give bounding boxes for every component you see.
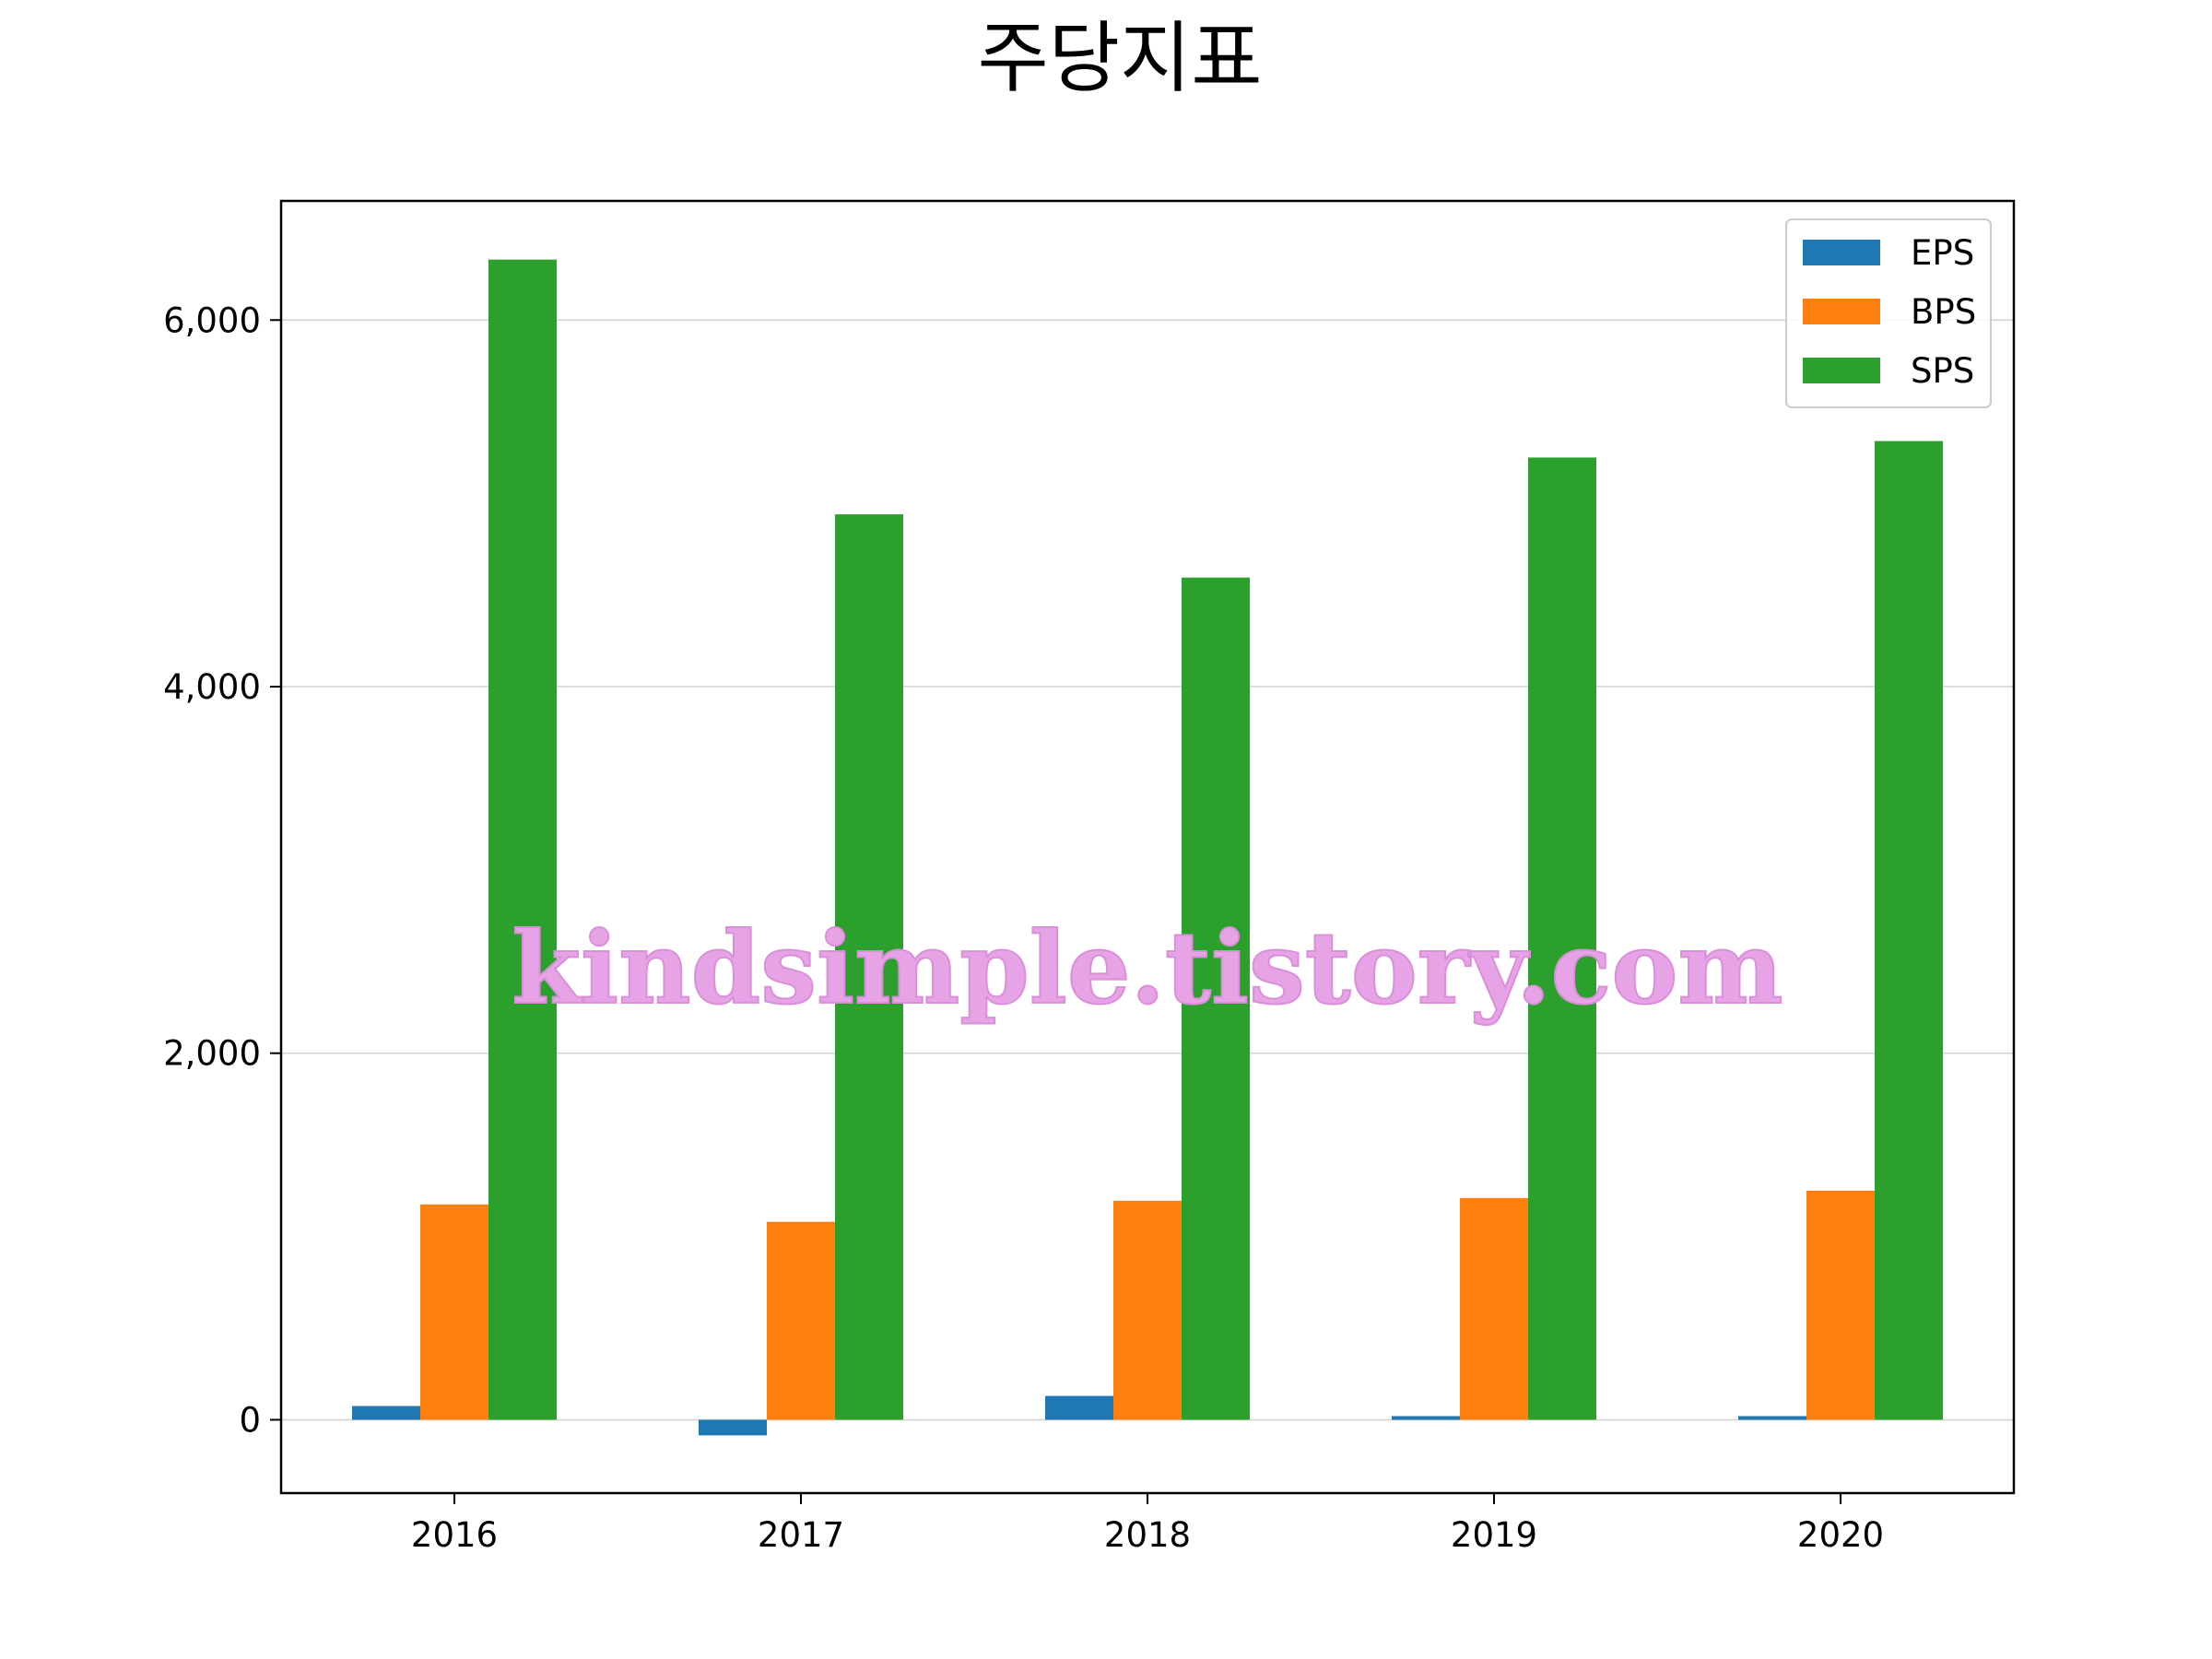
y-tick-label: 4,000 bbox=[163, 667, 261, 707]
y-tick-label: 0 bbox=[239, 1400, 261, 1440]
x-tick-label: 2016 bbox=[411, 1515, 498, 1555]
bar-bps-2020 bbox=[1806, 1190, 1875, 1420]
bar-bps-2019 bbox=[1460, 1197, 1528, 1420]
y-axis: 0 2,000 4,000 6,000 bbox=[163, 300, 281, 1440]
x-axis: 2016 2017 2018 2019 2020 bbox=[411, 1493, 1884, 1555]
bar-bps-2017 bbox=[767, 1221, 835, 1420]
bar-eps-2018 bbox=[1045, 1395, 1113, 1420]
x-tick-label: 2018 bbox=[1104, 1515, 1191, 1555]
y-tick-label: 6,000 bbox=[163, 300, 261, 340]
legend-label-eps: EPS bbox=[1911, 233, 1974, 273]
legend-swatch-sps bbox=[1803, 358, 1880, 383]
watermark: kindsimple.tistory.com bbox=[512, 911, 1783, 1027]
bar-sps-2018 bbox=[1182, 577, 1250, 1420]
legend: EPS BPS SPS bbox=[1785, 218, 1992, 408]
legend-label-bps: BPS bbox=[1911, 292, 1976, 332]
chart-title: 주당지표 bbox=[977, 13, 1262, 103]
bar-eps-2016 bbox=[352, 1406, 420, 1420]
legend-swatch-bps bbox=[1803, 299, 1880, 324]
legend-swatch-eps bbox=[1803, 240, 1880, 265]
bar-eps-2019 bbox=[1392, 1416, 1460, 1420]
bar-bps-2016 bbox=[420, 1204, 488, 1420]
bar-sps-2020 bbox=[1875, 441, 1943, 1420]
bar-sps-2016 bbox=[488, 259, 557, 1420]
x-tick-label: 2019 bbox=[1451, 1515, 1537, 1555]
x-tick-label: 2017 bbox=[758, 1515, 844, 1555]
y-tick-label: 2,000 bbox=[163, 1034, 261, 1074]
bar-eps-2020 bbox=[1738, 1416, 1806, 1420]
bar-eps-2017 bbox=[699, 1419, 767, 1436]
bars bbox=[352, 259, 1943, 1436]
x-tick-label: 2020 bbox=[1797, 1515, 1884, 1555]
bar-bps-2018 bbox=[1113, 1200, 1182, 1420]
bar-sps-2019 bbox=[1528, 457, 1596, 1420]
bar-sps-2017 bbox=[835, 514, 903, 1420]
legend-label-sps: SPS bbox=[1911, 351, 1974, 391]
